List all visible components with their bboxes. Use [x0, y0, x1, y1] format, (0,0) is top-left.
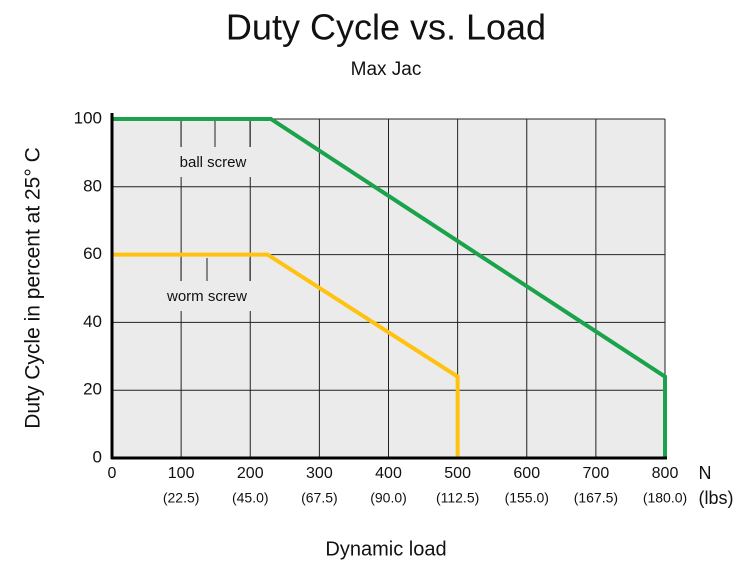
- y-tick-label: 40: [83, 312, 102, 331]
- x-unit-secondary: (lbs): [699, 488, 734, 508]
- x-tick-label: 600: [513, 465, 540, 482]
- y-tick-label: 80: [83, 176, 102, 195]
- x-tick-label: 500: [444, 465, 471, 482]
- x-tick-secondary-label: (155.0): [505, 490, 549, 506]
- x-tick-label: 700: [583, 465, 610, 482]
- x-tick-label: 400: [375, 465, 402, 482]
- series-label: worm screw: [166, 288, 247, 305]
- chart-title: Duty Cycle vs. Load: [226, 7, 546, 48]
- x-tick-label: 100: [168, 465, 195, 482]
- y-tick-label: 0: [93, 447, 102, 466]
- x-tick-secondary-label: (180.0): [643, 490, 687, 506]
- x-tick-secondary-label: (45.0): [232, 490, 269, 506]
- series-line: [112, 252, 460, 458]
- label-background: [163, 147, 263, 177]
- x-tick-secondary-label: (67.5): [301, 490, 338, 506]
- x-tick-secondary-label: (112.5): [436, 490, 479, 506]
- x-tick-label: 800: [652, 465, 679, 482]
- y-axis-label: Duty Cycle in percent at 25° C: [22, 147, 45, 429]
- series-label: ball screw: [180, 154, 247, 171]
- chart-subtitle: Max Jac: [351, 59, 422, 80]
- x-tick-label: 200: [237, 465, 264, 482]
- x-tick-secondary-label: (22.5): [163, 490, 200, 506]
- x-unit: N: [699, 463, 712, 483]
- y-tick-label: 60: [83, 244, 102, 263]
- series-line: [112, 117, 667, 458]
- x-axis-label: Dynamic load: [325, 538, 446, 560]
- y-tick-label: 100: [74, 108, 102, 127]
- x-tick-secondary-label: (167.5): [574, 490, 618, 506]
- x-tick-secondary-label: (90.0): [370, 490, 407, 506]
- x-tick-label: 300: [306, 465, 333, 482]
- x-tick-label: 0: [108, 465, 117, 482]
- label-background: [157, 281, 257, 311]
- y-tick-label: 20: [83, 380, 102, 399]
